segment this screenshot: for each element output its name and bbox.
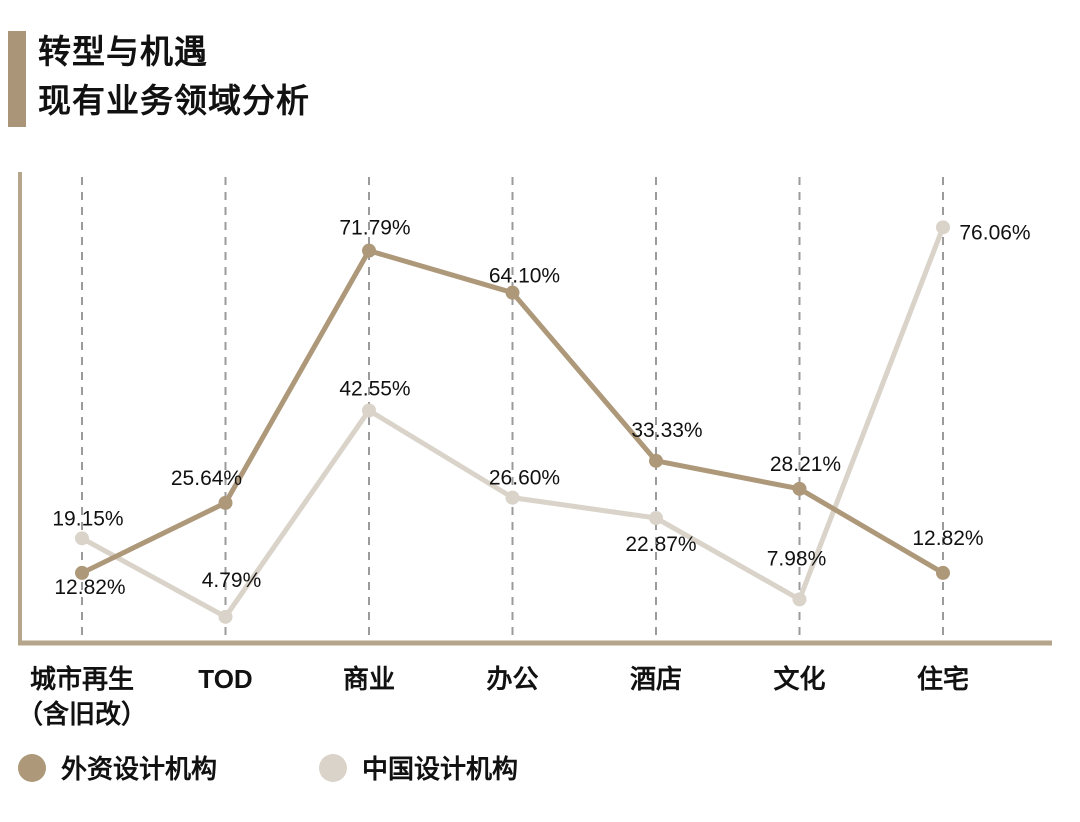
- value-label: 26.60%: [489, 467, 560, 490]
- data-point: [792, 481, 807, 496]
- category-label: 住宅: [917, 664, 969, 694]
- data-point: [218, 609, 233, 624]
- data-point: [362, 243, 376, 258]
- data-point: [75, 531, 89, 546]
- legend-label: 外资设计机构: [61, 754, 218, 784]
- data-point: [505, 490, 520, 505]
- legend-dot-icon: [18, 753, 46, 782]
- legend-item: 中国设计机构: [319, 749, 518, 786]
- data-point: [362, 403, 376, 418]
- category-label: 文化: [773, 664, 825, 694]
- data-point: [792, 592, 807, 607]
- value-label: 4.79%: [202, 569, 262, 592]
- value-label: 33.33%: [631, 419, 702, 442]
- value-label: 12.82%: [54, 576, 125, 599]
- legend-item: 外资设计机构: [18, 749, 217, 786]
- value-label: 28.21%: [770, 453, 841, 476]
- data-point: [649, 511, 663, 526]
- chart-legend: 外资设计机构 中国设计机构: [0, 749, 1080, 786]
- category-label: 城市再生: [30, 664, 134, 694]
- category-label: TOD: [198, 664, 252, 694]
- value-label: 71.79%: [339, 217, 410, 240]
- value-label: 64.10%: [489, 265, 560, 288]
- category-label: （含旧改）: [17, 699, 147, 729]
- data-point: [218, 495, 233, 510]
- category-label: 酒店: [630, 664, 682, 694]
- value-label: 19.15%: [52, 507, 123, 530]
- legend-dot-icon: [319, 753, 347, 782]
- value-label: 7.98%: [767, 547, 827, 570]
- value-label: 42.55%: [339, 377, 410, 400]
- page-title-line1: 转型与机遇: [38, 33, 208, 70]
- value-label: 25.64%: [171, 467, 242, 490]
- data-point: [649, 453, 663, 468]
- value-label: 76.06%: [959, 221, 1030, 244]
- value-label: 12.82%: [912, 527, 983, 550]
- data-point: [505, 285, 520, 300]
- category-label: 办公: [486, 664, 538, 694]
- title-accent-bar: [8, 31, 26, 127]
- page-title-line2: 现有业务领域分析: [38, 82, 310, 119]
- data-point: [936, 565, 950, 580]
- category-label: 商业: [343, 664, 395, 694]
- data-point: [75, 565, 89, 580]
- page-title: 转型与机遇 现有业务领域分析: [38, 27, 310, 125]
- value-label: 22.87%: [625, 533, 696, 556]
- legend-label: 中国设计机构: [362, 754, 519, 784]
- data-point: [936, 220, 950, 235]
